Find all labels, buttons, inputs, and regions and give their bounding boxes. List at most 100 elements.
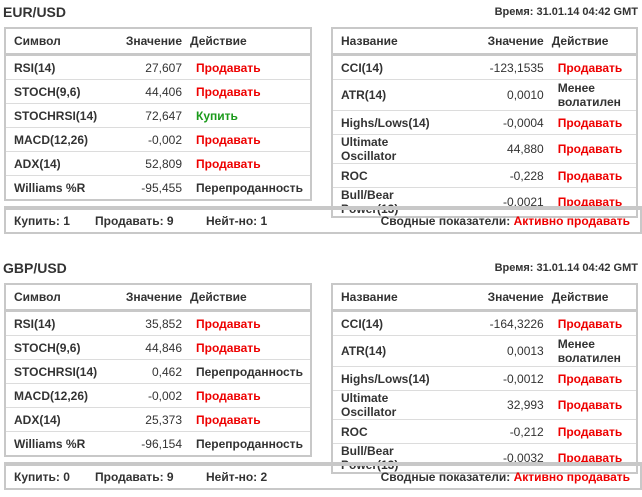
indicator-value: 25,373 [106,407,182,432]
indicator-value: 44,846 [106,335,182,360]
table-row: Highs/Lows(14) -0,0012 Продавать [332,366,637,391]
table-row: ROC -0,212 Продавать [332,419,637,444]
summary-bar: Купить: 1 Продавать: 9 Нейт-но: 1 Сводны… [4,206,642,234]
indicator-name: ROC [332,163,443,188]
pair-title: EUR/USD [3,4,67,20]
summary-verdict: Активно продавать [513,470,630,484]
indicator-action: Продавать [182,151,311,176]
indicator-name: RSI(14) [5,310,106,336]
indicator-name: MACD(12,26) [5,383,106,408]
indicator-value: -164,3226 [442,310,544,336]
indicator-value: 27,607 [106,54,182,80]
indicator-value: 35,852 [106,310,182,336]
indicator-value: -0,0012 [442,366,544,391]
summary-bar: Купить: 0 Продавать: 9 Нейт-но: 2 Сводны… [4,462,642,490]
indicator-name: Ultimate Oscillator [332,134,443,164]
indicator-name: Highs/Lows(14) [332,110,443,135]
table-row: ROC -0,228 Продавать [332,163,637,188]
pair-title: GBP/USD [3,260,67,276]
indicator-action: Продавать [182,407,311,432]
table-row: STOCHRSI(14) 72,647 Купить [5,103,311,128]
indicator-value: -0,002 [106,383,182,408]
right-indicators-table: Название Значение Действие CCI(14) -123,15… [331,27,638,218]
indicator-name: ADX(14) [5,407,106,432]
table-row: ATR(14) 0,0013 Менее волатилен [332,335,637,367]
indicator-value: -95,455 [141,180,182,195]
indicator-name: STOCH(9,6) [5,335,106,360]
table-row: CCI(14) -123,1535 Продавать [332,54,637,80]
indicator-value: -0,002 [106,127,182,152]
indicator-name: ROC [332,419,443,444]
column-header: Действие [543,284,637,312]
indicator-action: Продавать [182,127,311,152]
indicator-value: -0,212 [442,419,544,444]
indicator-value: 0,462 [106,359,182,384]
indicator-action: Продавать [182,335,311,360]
table-row: MACD(12,26) -0,002 Продавать [5,127,311,152]
indicator-value: 44,880 [442,134,544,164]
column-header: Действие [543,28,637,56]
column-header: Действие [182,28,311,56]
summary-label: Сводные показатели: [380,470,511,484]
left-indicators-table: Символ Значение Действие RSI(14) 27,607 Пр… [4,27,312,201]
sell-count: Продавать: 9 [95,214,174,228]
indicator-name: Williams %R [14,436,86,451]
summary-verdict: Активно продавать [513,214,630,228]
indicator-name: STOCHRSI(14) [5,359,106,384]
table-row: STOCH(9,6) 44,846 Продавать [5,335,311,360]
indicator-action: Перепроданность [196,436,303,451]
table-row: Ultimate Oscillator 32,993 Продавать [332,390,637,420]
indicator-value: -0,228 [442,163,544,188]
indicator-action: Продавать [543,163,637,188]
table-row: ATR(14) 0,0010 Менее волатилен [332,79,637,111]
indicator-action: Купить [182,103,311,128]
buy-count: Купить: 1 [14,214,70,228]
table-row: ADX(14) 52,809 Продавать [5,151,311,176]
indicator-value: -0,0032 [503,451,544,465]
timestamp: Время: 31.01.14 04:42 GMT [494,262,638,274]
column-header: Значение [442,284,544,312]
table-row: STOCH(9,6) 44,406 Продавать [5,79,311,104]
column-header: Название [332,28,443,56]
indicator-name: ATR(14) [332,335,443,367]
table-row: STOCHRSI(14) 0,462 Перепроданность [5,359,311,384]
indicator-value: -96,154 [141,436,182,451]
indicator-name: RSI(14) [5,54,106,80]
indicator-action: Продавать [543,110,637,135]
indicator-value: -123,1535 [442,54,544,80]
table-row: ADX(14) 25,373 Продавать [5,407,311,432]
table-row: MACD(12,26) -0,002 Продавать [5,383,311,408]
neutral-count: Нейт-но: 2 [206,470,268,484]
indicator-name: Highs/Lows(14) [332,366,443,391]
indicator-value: 32,993 [442,390,544,420]
right-indicators-table: Название Значение Действие CCI(14) -164,32… [331,283,638,474]
left-indicators-table: Символ Значение Действие RSI(14) 35,852 Пр… [4,283,312,457]
indicator-name: CCI(14) [332,54,443,80]
indicator-action: Продавать [543,54,637,80]
indicator-action: Менее волатилен [543,335,637,367]
sell-count: Продавать: 9 [95,470,174,484]
column-header: Название [332,284,443,312]
indicator-name: ATR(14) [332,79,443,111]
column-header: Значение [442,28,544,56]
table-row: RSI(14) 35,852 Продавать [5,310,311,336]
table-header: Символ Значение Действие [5,28,311,56]
table-row: Ultimate Oscillator 44,880 Продавать [332,134,637,164]
column-header: Действие [182,284,311,312]
column-header: Символ [5,28,106,56]
table-row: Bull/Bear Power(13) -0,0021 Продавать [332,188,637,218]
timestamp: Время: 31.01.14 04:42 GMT [494,6,638,18]
column-header: Значение [106,284,182,312]
indicator-action: Продавать [182,310,311,336]
indicator-name: ADX(14) [5,151,106,176]
table-row: Williams %R -95,455 Перепроданность [5,176,311,201]
indicator-action: Менее волатилен [543,79,637,111]
indicator-name: STOCH(9,6) [5,79,106,104]
indicator-action: Перепроданность [182,359,311,384]
indicator-value: 44,406 [106,79,182,104]
indicator-action: Продавать [543,366,637,391]
indicator-action: Продавать [182,79,311,104]
table-row: Highs/Lows(14) -0,0004 Продавать [332,110,637,135]
column-header: Значение [106,28,182,56]
currency-pair-section: GBP/USD Время: 31.01.14 04:42 GMT Символ… [0,256,642,496]
